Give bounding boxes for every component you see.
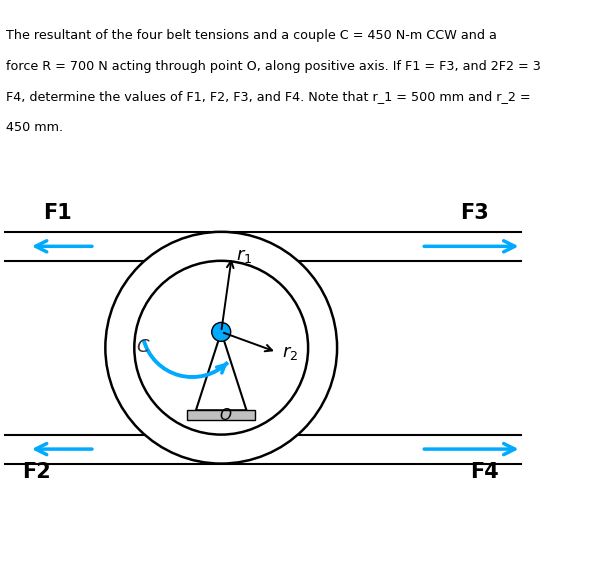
Circle shape [105,232,337,464]
Circle shape [134,261,308,435]
Text: $r_1$: $r_1$ [236,248,252,265]
Text: F3: F3 [459,203,488,222]
Text: F4, determine the values of F1, F2, F3, and F4. Note that r_1 = 500 mm and r_2 =: F4, determine the values of F1, F2, F3, … [6,90,531,103]
Text: O: O [219,407,232,423]
Circle shape [212,323,231,341]
Text: force R = 700 N acting through point O, along positive axis. If F1 = F3, and 2F2: force R = 700 N acting through point O, … [6,60,541,73]
FancyBboxPatch shape [187,410,255,420]
Text: $r_2$: $r_2$ [282,344,298,362]
Text: 450 mm.: 450 mm. [6,121,64,134]
Text: The resultant of the four belt tensions and a couple C = 450 N-m CCW and a: The resultant of the four belt tensions … [6,29,497,42]
Text: F1: F1 [43,203,72,222]
Text: F4: F4 [470,463,499,483]
Text: C: C [137,338,149,356]
Text: F2: F2 [23,463,51,483]
